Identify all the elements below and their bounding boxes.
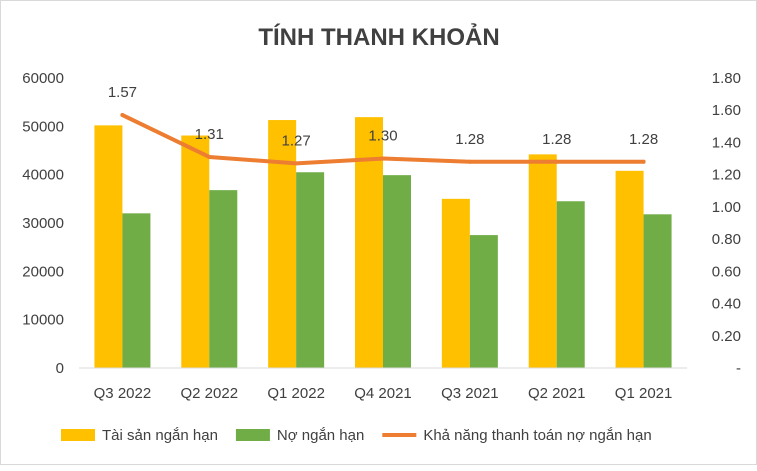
bar-tai-san-1 [181,135,210,368]
category-label: Q2 2022 [181,385,239,402]
bar-no-6 [643,214,672,368]
chart-title: TÍNH THANH KHOẢN [258,22,499,51]
legend-swatch-0 [61,429,95,441]
ratio-data-label: 1.28 [629,131,658,148]
right-tick-label: 1.00 [712,199,741,216]
right-tick-label: 1.20 [712,167,741,184]
category-label: Q4 2021 [354,385,412,402]
ratio-point-2 [294,161,299,166]
ratio-data-label: 1.57 [108,84,137,101]
ratio-data-label: 1.27 [282,132,311,149]
left-tick-label: 50000 [22,118,64,135]
right-tick-label: 0.60 [712,263,741,280]
left-tick-label: 0 [56,360,64,377]
category-label: Q1 2021 [615,385,673,402]
right-tick-label: 0.20 [712,328,741,345]
right-axis-ticks: - 0.20 0.40 0.60 0.80 1.00 1.20 1.40 1.60 1.80 [712,70,741,377]
ratio-point-5 [554,159,559,164]
right-tick-label: 0.80 [712,231,741,248]
bar-no-4 [469,235,498,368]
bar-no-2 [296,172,325,368]
left-axis-ticks: 0 10000 20000 30000 40000 50000 60000 [22,70,64,377]
bar-tai-san-2 [268,120,297,368]
category-label: Q3 2022 [94,385,152,402]
bar-tai-san-5 [528,154,557,368]
left-tick-label: 60000 [22,70,64,87]
ratio-point-6 [641,159,646,164]
right-tick-label: 1.60 [712,102,741,119]
bar-tai-san-4 [441,198,470,368]
bar-no-3 [383,175,411,368]
category-label: Q1 2022 [267,385,325,402]
bar-no-5 [556,201,585,368]
left-tick-label: 10000 [22,312,64,329]
legend-label-2: Khả năng thanh toán nợ ngắn hạn [423,427,651,444]
left-tick-label: 30000 [22,215,64,232]
ratio-point-1 [207,154,212,159]
bars-layer [94,117,672,369]
category-label: Q2 2021 [528,385,586,402]
legend: Tài sản ngắn hạn Nợ ngắn hạn Khả năng than… [61,427,652,444]
bar-tai-san-0 [94,125,123,368]
right-tick-label: 0.40 [712,296,741,313]
bar-tai-san-3 [355,117,383,369]
ratio-data-label: 1.28 [455,131,484,148]
ratio-point-0 [120,113,125,118]
ratio-point-4 [467,159,472,164]
left-tick-label: 40000 [22,167,64,184]
category-label: Q3 2021 [441,385,499,402]
right-tick-label: - [736,360,741,377]
bar-no-0 [122,213,151,368]
ratio-data-label: 1.31 [195,126,224,143]
line-layer: 1.57 1.31 1.27 1.30 1.28 1.28 1.28 [108,84,658,166]
ratio-point-3 [381,156,385,161]
legend-swatch-1 [235,429,270,441]
right-tick-label: 1.80 [712,70,741,87]
right-tick-label: 1.40 [712,134,741,151]
ratio-data-label: 1.28 [542,131,571,148]
legend-label-0: Tài sản ngắn hạn [102,427,218,444]
ratio-data-label: 1.30 [368,128,397,145]
bar-tai-san-6 [615,170,644,368]
left-tick-label: 20000 [22,263,64,280]
bar-no-1 [209,190,238,368]
legend-label-1: Nợ ngắn hạn [277,427,364,444]
category-labels: Q3 2022 Q2 2022 Q1 2022 Q4 2021 Q3 2021 Q2 20… [94,385,673,402]
